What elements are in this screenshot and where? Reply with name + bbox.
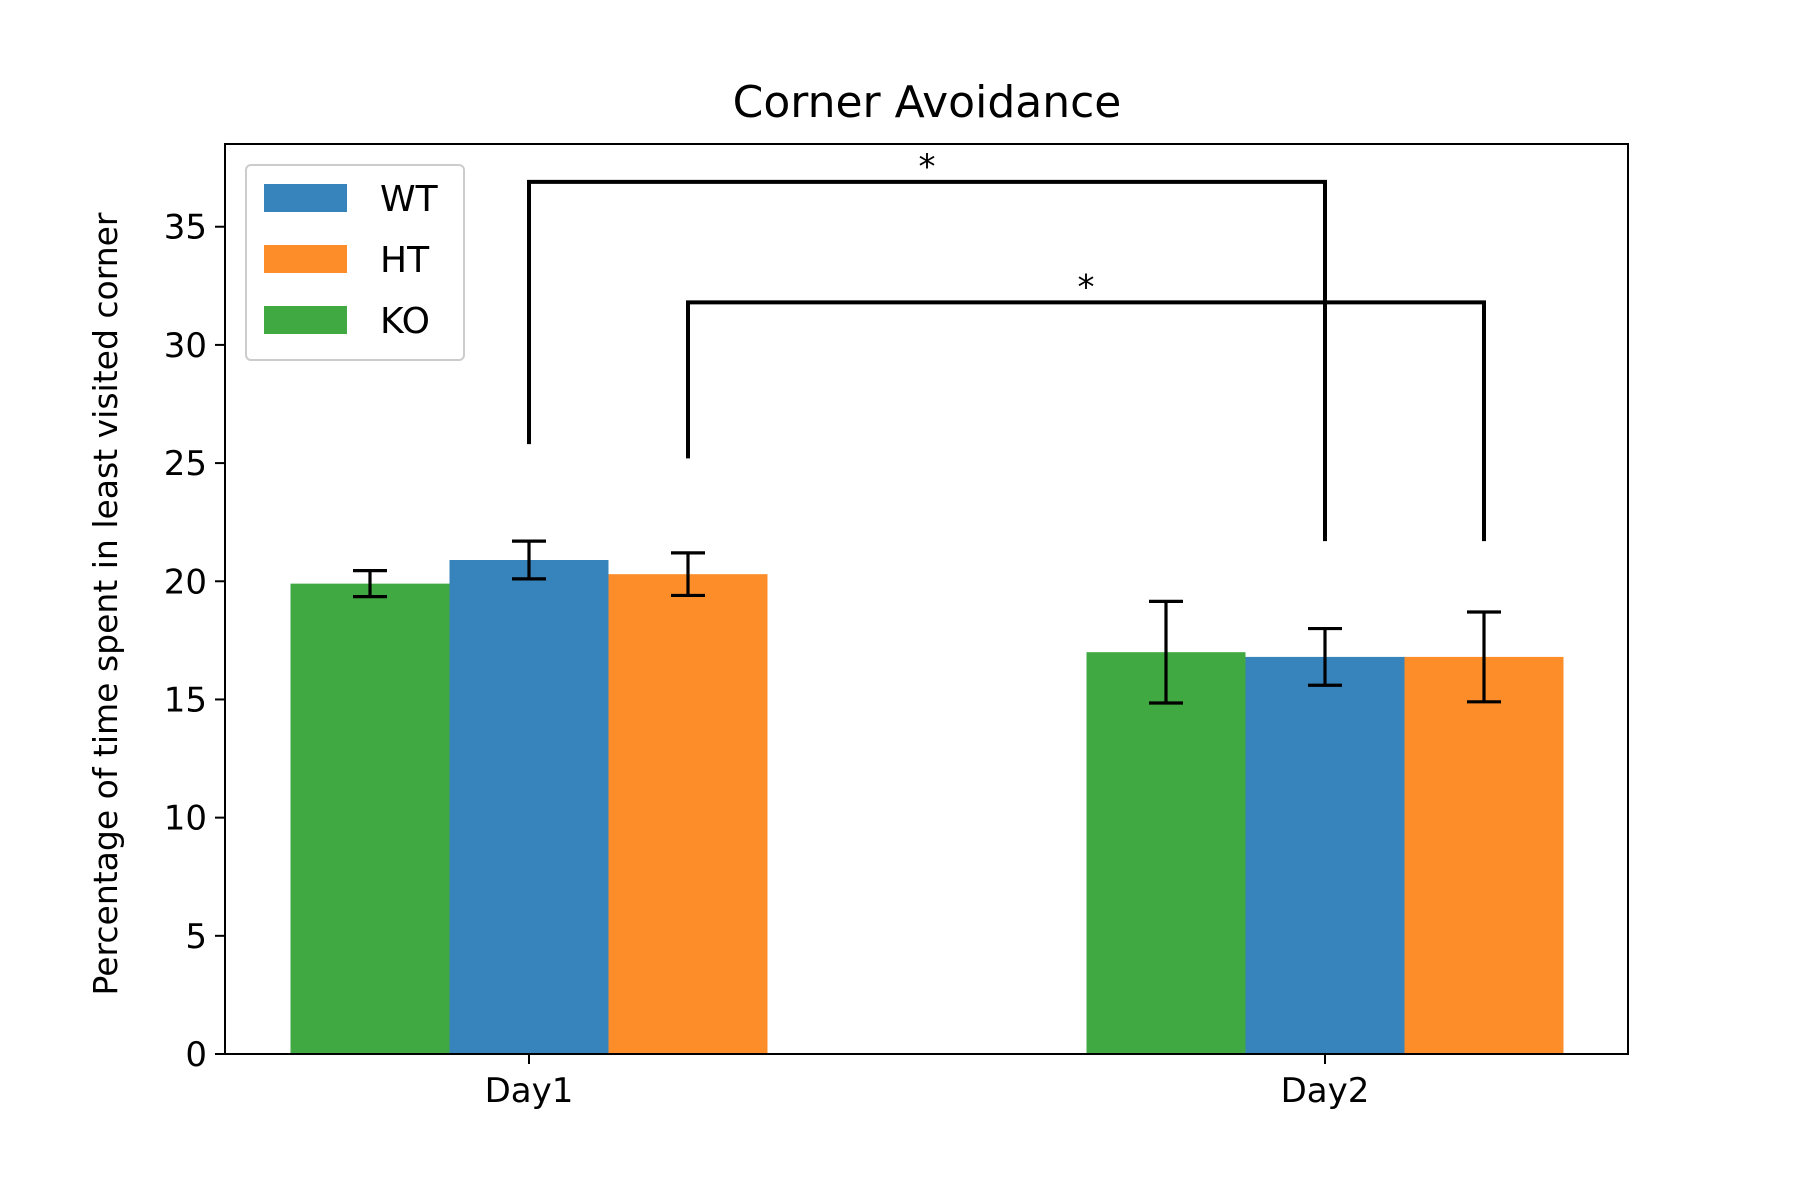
bar-day1-ko xyxy=(290,583,450,1054)
error-bars-group xyxy=(353,539,1501,705)
bars-group xyxy=(290,560,1564,1054)
axes: 0 5 10 15 20 25 30 35 Day1 Day2 xyxy=(164,143,1629,1111)
errorbar-day1-wt xyxy=(512,539,546,581)
errorbar-day2-ht xyxy=(1467,610,1501,704)
bar-day1-ht xyxy=(608,574,768,1054)
y-tick-label: 5 xyxy=(185,917,207,957)
errorbar-day1-ht xyxy=(671,551,705,598)
y-axis-label: Percentage of time spent in least visite… xyxy=(86,212,125,995)
bar-day2-wt xyxy=(1245,656,1405,1054)
errorbar-day1-ko xyxy=(353,569,387,599)
significance-bracket-2 xyxy=(686,300,1486,542)
x-tick-label: Day2 xyxy=(1281,1071,1370,1111)
bar-day2-ht xyxy=(1404,656,1564,1054)
legend-label-ko: KO xyxy=(380,301,430,342)
bar-day1-wt xyxy=(449,560,609,1054)
y-tick-label: 10 xyxy=(164,799,207,839)
legend-swatch-wt xyxy=(264,184,347,212)
legend: WT HT KO xyxy=(245,164,465,361)
y-tick-label: 25 xyxy=(164,444,207,484)
legend-label-ht: HT xyxy=(380,240,430,281)
significance-star-2: * xyxy=(1078,267,1095,307)
errorbar-day2-ko xyxy=(1149,599,1183,705)
legend-swatch-ko xyxy=(264,306,347,334)
plot-frame xyxy=(224,143,1629,1055)
legend-swatch-ht xyxy=(264,245,347,273)
y-tick-label: 20 xyxy=(164,562,207,602)
significance-brackets: ** xyxy=(527,147,1486,542)
y-tick-label: 35 xyxy=(164,208,207,248)
y-tick-label: 0 xyxy=(185,1035,207,1075)
x-tick-label: Day1 xyxy=(485,1071,574,1111)
y-tick-label: 15 xyxy=(164,680,207,720)
significance-star-1: * xyxy=(919,147,936,187)
y-tick-label: 30 xyxy=(164,326,207,366)
errorbar-day2-wt xyxy=(1308,626,1342,687)
chart-title: Corner Avoidance xyxy=(733,77,1122,128)
bar-day2-ko xyxy=(1086,652,1246,1054)
significance-bracket-1 xyxy=(527,179,1327,542)
legend-label-wt: WT xyxy=(380,179,439,220)
